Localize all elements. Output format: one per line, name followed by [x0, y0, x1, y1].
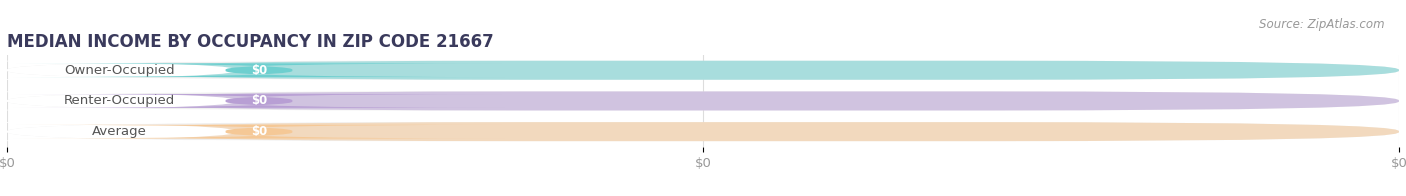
FancyBboxPatch shape: [7, 91, 1399, 111]
FancyBboxPatch shape: [0, 91, 418, 111]
FancyBboxPatch shape: [13, 94, 505, 108]
FancyBboxPatch shape: [13, 63, 505, 77]
FancyBboxPatch shape: [13, 125, 505, 139]
Text: $0: $0: [250, 94, 267, 107]
Text: Source: ZipAtlas.com: Source: ZipAtlas.com: [1260, 18, 1385, 31]
FancyBboxPatch shape: [7, 61, 1399, 80]
Text: Owner-Occupied: Owner-Occupied: [63, 64, 174, 77]
FancyBboxPatch shape: [0, 61, 418, 80]
FancyBboxPatch shape: [0, 122, 418, 141]
FancyBboxPatch shape: [7, 122, 1399, 141]
Text: $0: $0: [250, 64, 267, 77]
Text: Average: Average: [91, 125, 146, 138]
Text: MEDIAN INCOME BY OCCUPANCY IN ZIP CODE 21667: MEDIAN INCOME BY OCCUPANCY IN ZIP CODE 2…: [7, 33, 494, 51]
Text: Renter-Occupied: Renter-Occupied: [63, 94, 174, 107]
FancyBboxPatch shape: [115, 122, 1399, 141]
FancyBboxPatch shape: [115, 91, 1399, 111]
FancyBboxPatch shape: [115, 61, 1399, 80]
Text: $0: $0: [250, 125, 267, 138]
